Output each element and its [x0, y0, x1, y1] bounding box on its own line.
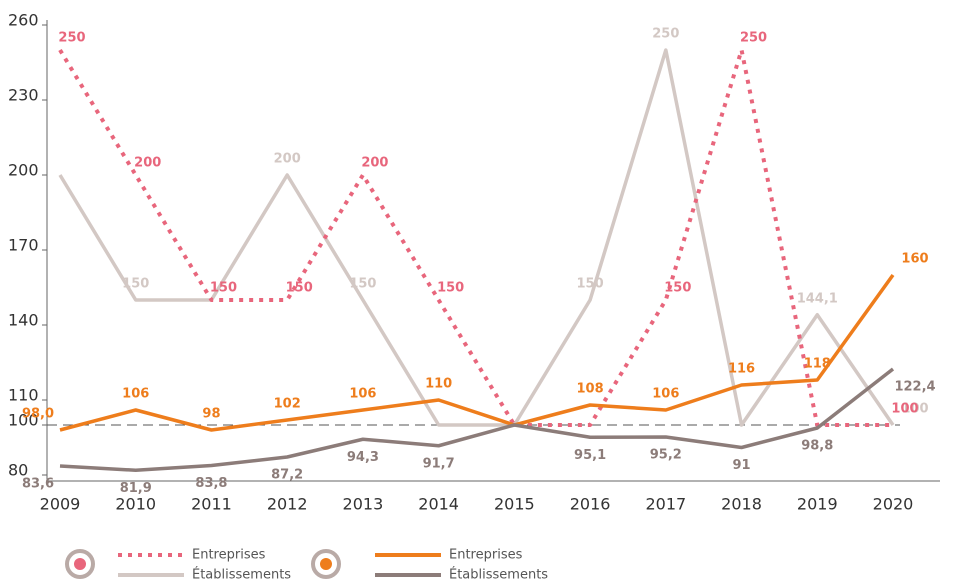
value-label: 200 — [361, 156, 388, 171]
x-tick-label: 2015 — [494, 495, 535, 514]
x-tick-label: 2017 — [645, 495, 686, 514]
x-tick-label: 2016 — [570, 495, 611, 514]
value-label: 150 — [577, 277, 604, 292]
value-label: 106 — [652, 387, 679, 402]
value-label: 83,8 — [195, 476, 227, 491]
legend-label: Établissements — [192, 567, 291, 583]
y-tick-label: 80 — [8, 461, 28, 480]
value-label: 200 — [134, 156, 161, 171]
value-label: 116 — [728, 362, 755, 377]
value-label: 95,2 — [650, 448, 682, 463]
value-label: 108 — [577, 382, 604, 397]
value-label: 150 — [122, 277, 149, 292]
y-tick-label: 140 — [8, 311, 39, 330]
value-label: 98,0 — [22, 407, 54, 422]
x-tick-label: 2018 — [721, 495, 762, 514]
value-label: 144,1 — [797, 291, 838, 306]
value-label: 150 — [286, 281, 313, 296]
value-label: 150 — [349, 277, 376, 292]
series-line — [58, 48, 895, 427]
value-label: 81,9 — [120, 481, 152, 496]
series-line — [59, 367, 895, 472]
value-label: 91 — [732, 458, 750, 473]
value-label: 98 — [202, 407, 220, 422]
legend-label: Établissements — [449, 567, 548, 583]
value-label: 150 — [210, 281, 237, 296]
x-tick-label: 2019 — [797, 495, 838, 514]
value-label: 83,6 — [22, 477, 54, 492]
x-tick-label: 2011 — [191, 495, 232, 514]
y-tick-label: 200 — [8, 161, 39, 180]
value-label: 106 — [349, 387, 376, 402]
value-label: 100 — [891, 402, 918, 417]
series-line — [59, 273, 895, 432]
value-label: 91,7 — [423, 456, 455, 471]
y-tick-label: 110 — [8, 386, 39, 405]
x-tick-label: 2014 — [418, 495, 459, 514]
value-label: 250 — [58, 31, 85, 46]
value-label: 160 — [901, 252, 928, 267]
legend-label: Entreprises — [192, 548, 266, 563]
x-tick-label: 2009 — [40, 495, 81, 514]
value-label: 150 — [437, 281, 464, 296]
value-label: 95,1 — [574, 448, 606, 463]
legend-icon — [65, 549, 341, 579]
series-line — [58, 48, 893, 427]
value-label: 122,4 — [894, 380, 935, 395]
value-label: 102 — [274, 397, 301, 412]
value-label: 150 — [664, 281, 691, 296]
y-tick-label: 260 — [8, 11, 39, 30]
value-label: 200 — [274, 152, 301, 167]
x-tick-label: 2010 — [115, 495, 156, 514]
legend-label: Entreprises — [449, 548, 523, 563]
y-tick-label: 100 — [8, 411, 39, 430]
value-label: 110 — [425, 377, 452, 392]
x-tick-label: 2013 — [343, 495, 384, 514]
value-label: 87,2 — [271, 468, 303, 483]
value-label: 106 — [122, 387, 149, 402]
y-tick-label: 170 — [8, 236, 39, 255]
value-label: 100 — [901, 402, 928, 417]
value-label: 250 — [652, 27, 679, 42]
x-tick-label: 2012 — [267, 495, 308, 514]
value-label: 250 — [740, 31, 767, 46]
x-tick-label: 2020 — [873, 495, 914, 514]
value-label: 98,8 — [801, 439, 833, 454]
y-tick-label: 230 — [8, 86, 39, 105]
value-label: 118 — [804, 357, 831, 372]
value-label: 94,3 — [347, 450, 379, 465]
